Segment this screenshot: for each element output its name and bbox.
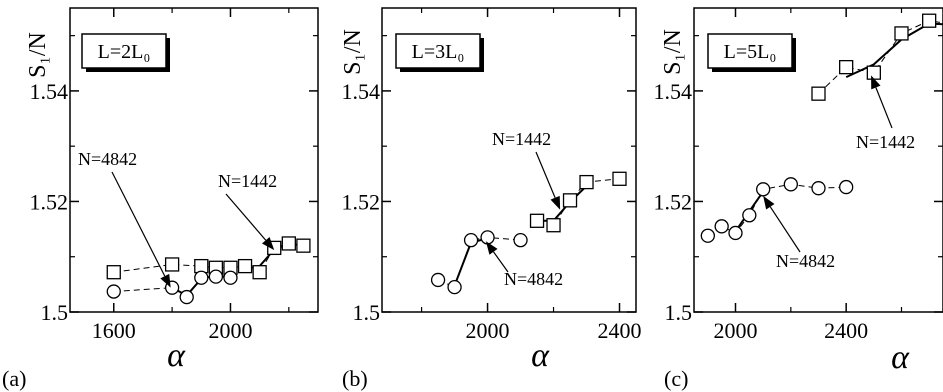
point-n4842-a-4	[208, 269, 224, 284]
point-n4842-a-2	[179, 289, 194, 305]
annotation-arrowhead-c-1	[763, 195, 775, 210]
x-tick-label-b-0: 2000	[466, 318, 510, 343]
point-n1442-b-0	[529, 213, 545, 228]
point-n4842-b-3	[480, 230, 495, 245]
annotation-arrow-a-1	[225, 193, 267, 241]
box-label-shadow-c	[712, 68, 796, 72]
ylabel-b: S₁/N	[340, 29, 366, 75]
point-n4842-b-2	[463, 232, 479, 248]
box-label-shadow-side-a	[166, 38, 170, 72]
box-label-a: L=2L₀	[98, 41, 151, 63]
box-label-frame-b	[395, 33, 481, 69]
plot-frame-b	[381, 7, 637, 313]
point-n4842-b-0	[430, 272, 446, 288]
annotation-arrow-a-0	[111, 171, 166, 277]
box-label-shadow-side-c	[792, 38, 796, 72]
annotation-arrow-c-1	[769, 206, 801, 253]
point-n4842-b-1	[447, 279, 462, 295]
box-label-shadow-side-b	[480, 38, 484, 72]
point-n1442-b-2	[562, 193, 578, 208]
panel-label-c: (c)	[664, 366, 688, 391]
x-tick-label-b-1: 2400	[598, 318, 642, 343]
y-tick-label-c-1: 1.52	[654, 189, 693, 214]
point-n4842-c-4	[756, 182, 771, 197]
point-n1442-b-3	[579, 174, 594, 190]
annotation-arrow-c-0	[875, 87, 893, 129]
x-tick-label-a-1: 2000	[208, 318, 252, 343]
box-label-c: L=5L₀	[724, 41, 777, 63]
data-area-b	[430, 171, 627, 295]
data-area-a	[106, 236, 311, 305]
point-n1442-a-9	[296, 238, 311, 253]
y-tick-label-a-1: 1.52	[30, 189, 69, 214]
y-tick-label-b-0: 1.5	[353, 300, 381, 325]
panel-c: S₁/N 2000 2400 1.5 1.52 1.54 L=5L₀ α (c) N=1…	[654, 7, 943, 391]
y-tick-label-a-0: 1.5	[41, 300, 69, 325]
panel-b: S₁/N 2000 2400 1.5 1.52 1.54 L=3L₀ α (b) N=1…	[340, 7, 642, 391]
ylabel-a: S₁/N	[25, 32, 51, 78]
point-n1442-c-1	[839, 59, 854, 75]
xlabel-b: α	[531, 337, 550, 374]
data-area-c	[700, 13, 943, 243]
box-label-b: L=3L₀	[412, 41, 465, 63]
ylabel-c: S₁/N	[660, 29, 686, 75]
x-tick-label-c-1: 2400	[824, 318, 868, 343]
annotation-arrowhead-a-1	[261, 236, 275, 251]
point-n1442-a-0	[106, 265, 121, 280]
annotation-n4842-a: N=4842	[78, 149, 137, 169]
point-n1442-a-8	[281, 236, 296, 251]
annotation-arrowhead-a-0	[160, 273, 171, 288]
x-tick-label-a-0: 1600	[92, 318, 136, 343]
box-label-shadow-a	[86, 68, 170, 72]
panel-label-b: (b)	[342, 366, 368, 391]
annotation-n4842-c: N=4842	[776, 251, 835, 271]
point-n4842-c-6	[811, 181, 826, 196]
point-n1442-c-0	[811, 86, 826, 101]
point-n4842-a-5	[223, 270, 238, 285]
point-n1442-a-5	[237, 258, 253, 274]
annotation-arrowhead-b-1	[485, 241, 498, 255]
point-n1442-c-3	[894, 26, 909, 41]
x-tick-label-c-0: 2000	[714, 318, 758, 343]
point-n1442-b-1	[546, 218, 561, 233]
point-n4842-c-5	[783, 177, 798, 192]
annotation-n1442-a: N=1442	[218, 171, 277, 191]
annotation-n1442-c: N=1442	[856, 132, 915, 152]
point-n4842-b-4	[513, 232, 528, 248]
annotation-arrowhead-c-0	[871, 75, 881, 90]
xlabel-a: α	[167, 337, 186, 374]
annotation-n1442-b: N=1442	[492, 129, 551, 149]
box-label-shadow-b	[400, 68, 484, 72]
point-n4842-c-1	[714, 219, 729, 234]
plot-frame-a	[69, 7, 319, 313]
point-n1442-a-6	[252, 265, 267, 280]
y-tick-label-b-1: 1.52	[342, 189, 381, 214]
y-tick-label-a-2: 1.54	[30, 79, 69, 104]
y-tick-label-c-2: 1.54	[654, 79, 693, 104]
y-tick-label-b-2: 1.54	[342, 79, 381, 104]
point-n4842-c-0	[700, 228, 715, 243]
point-n1442-b-4	[612, 171, 627, 186]
annotation-arrow-b-0	[535, 151, 556, 198]
annotation-arrow-b-1	[493, 251, 509, 273]
panel-label-a: (a)	[2, 366, 26, 391]
point-n4842-c-2	[728, 225, 743, 241]
panel-a: S₁/N 1600 2000 1.5 1.52 1.54 L=2L₀ α (a) N=4…	[2, 7, 319, 391]
plot-frame-c	[693, 7, 943, 313]
point-n1442-c-2	[866, 65, 881, 80]
point-n4842-c-7	[839, 179, 854, 195]
point-n1442-c-4	[922, 13, 937, 28]
y-tick-label-c-0: 1.5	[665, 300, 693, 325]
xlabel-c: α	[891, 339, 910, 376]
point-n1442-a-1	[164, 257, 180, 272]
annotation-arrowhead-b-0	[550, 195, 561, 210]
point-n4842-a-0	[106, 284, 121, 299]
annotation-n4842-b: N=4842	[504, 269, 563, 289]
point-n4842-c-3	[742, 208, 757, 223]
fit-line-n1442-b	[537, 185, 588, 222]
point-n4842-a-3	[194, 270, 209, 285]
